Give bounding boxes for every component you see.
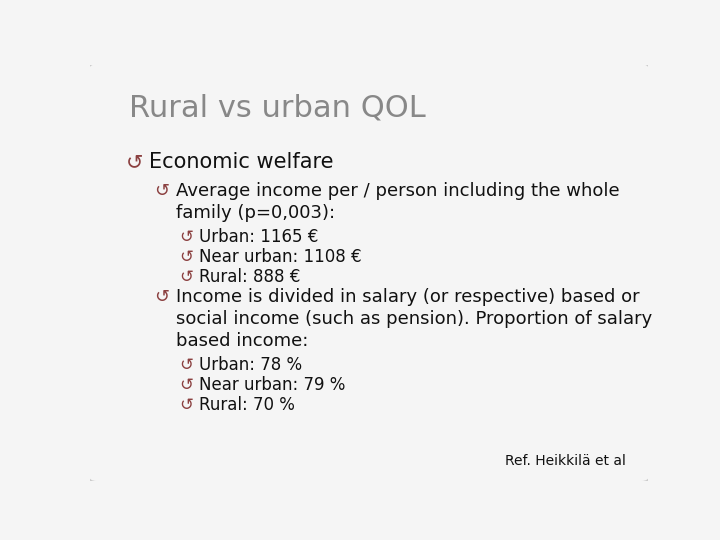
Text: Economic welfare: Economic welfare (148, 152, 333, 172)
FancyBboxPatch shape (89, 64, 649, 482)
Text: Urban: 78 %: Urban: 78 % (199, 356, 302, 374)
Text: Ref. Heikkilä et al: Ref. Heikkilä et al (505, 454, 626, 468)
Text: ↺: ↺ (179, 268, 193, 286)
Text: ↺: ↺ (126, 152, 144, 172)
Text: ↺: ↺ (179, 248, 193, 266)
Text: Urban: 1165 €: Urban: 1165 € (199, 228, 318, 246)
Text: Rural vs urban QOL: Rural vs urban QOL (129, 94, 426, 123)
Text: Rural: 888 €: Rural: 888 € (199, 268, 300, 286)
Text: Average income per / person including the whole
family (p=0,003):: Average income per / person including th… (176, 182, 620, 222)
Text: ↺: ↺ (179, 356, 193, 374)
Text: ↺: ↺ (154, 288, 169, 306)
Text: Near urban: 79 %: Near urban: 79 % (199, 376, 345, 394)
Text: Rural: 70 %: Rural: 70 % (199, 396, 294, 414)
Text: ↺: ↺ (179, 396, 193, 414)
Text: ↺: ↺ (179, 228, 193, 246)
Text: Near urban: 1108 €: Near urban: 1108 € (199, 248, 361, 266)
Text: ↺: ↺ (154, 182, 169, 200)
Text: Income is divided in salary (or respective) based or
social income (such as pens: Income is divided in salary (or respecti… (176, 288, 653, 350)
Text: ↺: ↺ (179, 376, 193, 394)
